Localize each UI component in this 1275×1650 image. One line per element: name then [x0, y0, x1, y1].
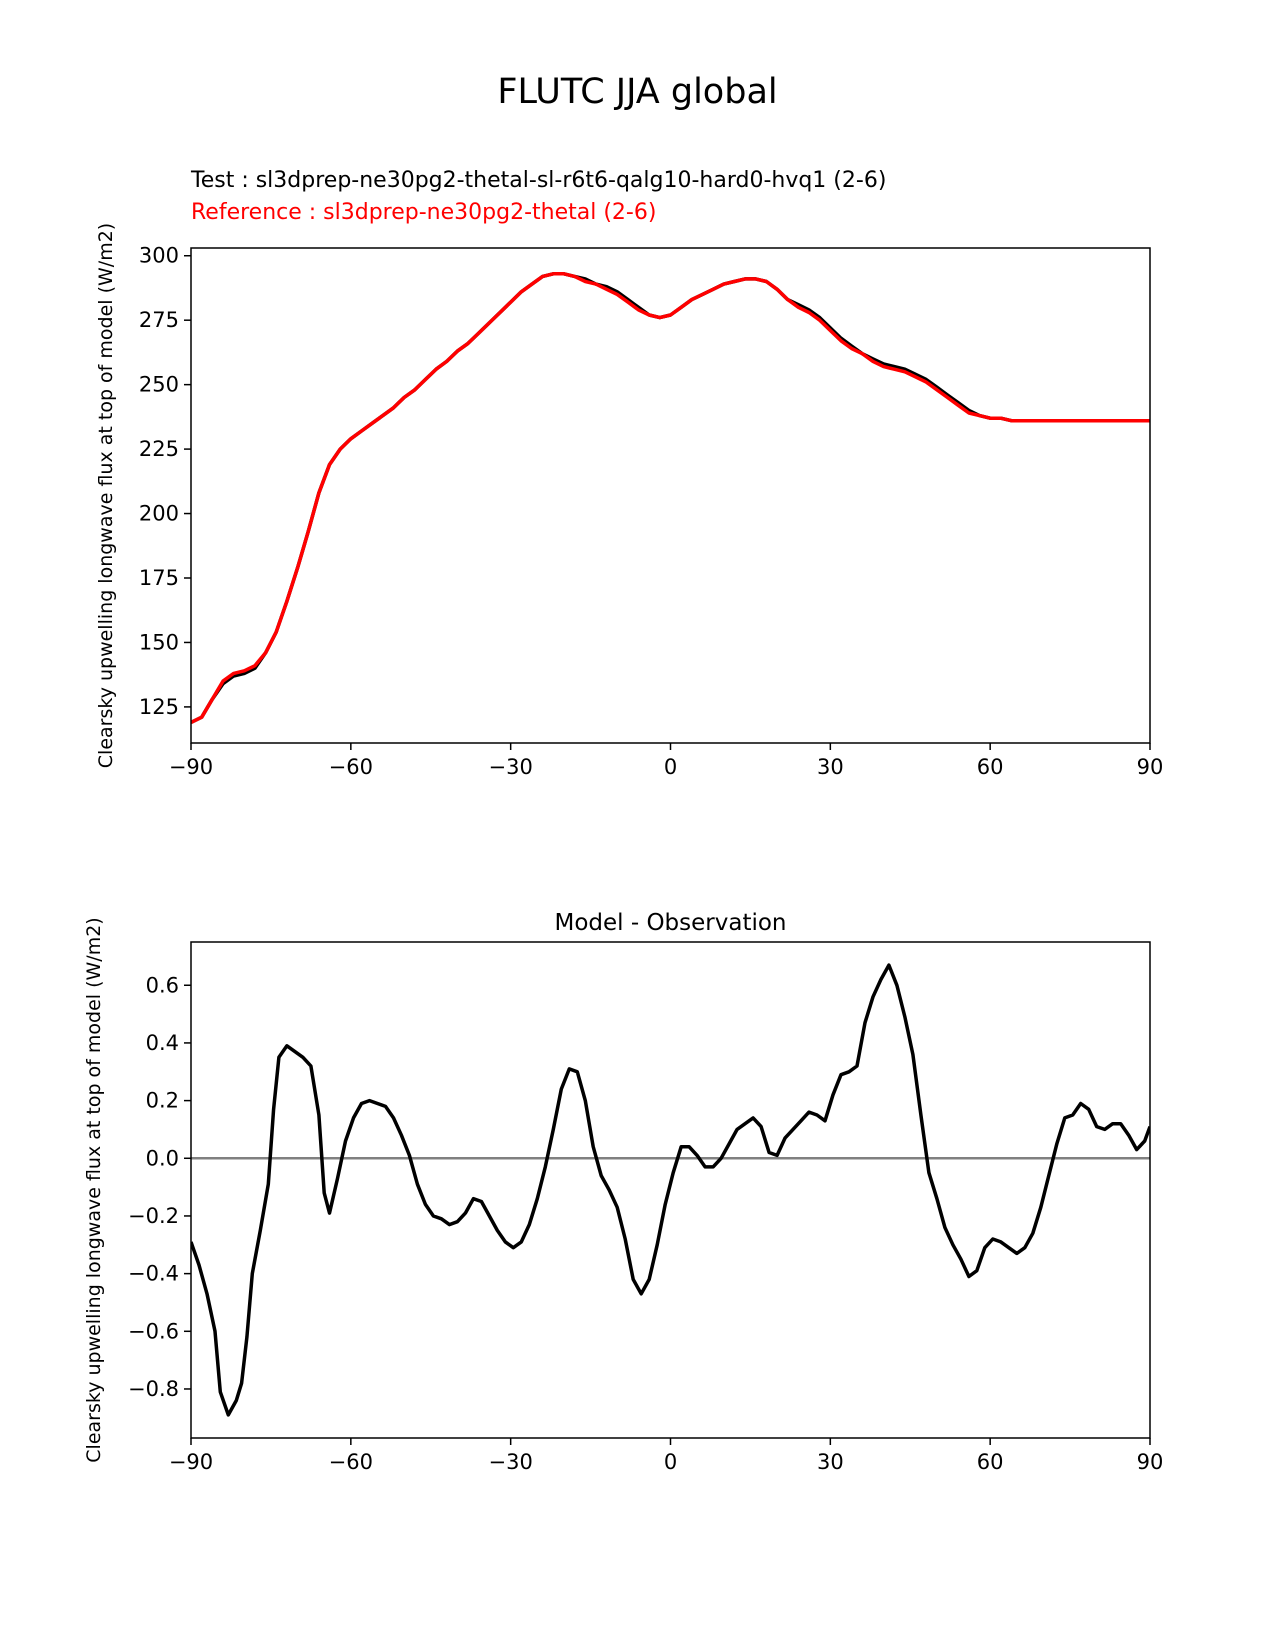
x-tick-label: −90 [169, 755, 213, 779]
series-line-1 [191, 272, 1150, 724]
y-tick-label: 0.2 [146, 1089, 179, 1113]
series-line-1 [191, 963, 1150, 1417]
x-tick-label: 60 [977, 1450, 1004, 1474]
y-tick-label: 275 [139, 308, 179, 332]
x-tick-label: 60 [977, 755, 1004, 779]
x-tick-label: −30 [489, 1450, 533, 1474]
test-legend-label: Test : sl3dprep-ne30pg2-thetal-sl-r6t6-q… [191, 168, 887, 193]
y-tick-label: 125 [139, 695, 179, 719]
chart-panel-2: −90 −60 −30 0 30 60 90 −0.8 −0.6 −0.4 −0.2 0.0 0.2 0.… [83, 910, 1163, 1474]
x-tick-label: −30 [489, 755, 533, 779]
y-tick-label: 250 [139, 373, 179, 397]
plot-frame [190, 247, 1151, 744]
y-tick-label: −0.2 [128, 1204, 179, 1228]
x-tick-label: −60 [329, 1450, 373, 1474]
y-axis-label: Clearsky upwelling longwave flux at top … [83, 917, 105, 1462]
y-tick-label: 300 [139, 244, 179, 268]
y-tick-label: 0.4 [146, 1031, 179, 1055]
y-tick-label: −0.6 [128, 1319, 179, 1343]
x-tick-label: −90 [169, 1450, 213, 1474]
reference-legend-label: Reference : sl3dprep-ne30pg2-thetal (2-6… [191, 200, 657, 225]
x-tick-label: 90 [1137, 1450, 1164, 1474]
y-tick-label: −0.8 [128, 1377, 179, 1401]
y-axis-label: Clearsky upwelling longwave flux at top … [95, 223, 117, 768]
x-tick-label: 30 [817, 1450, 844, 1474]
x-tick-label: 90 [1137, 755, 1164, 779]
x-tick-label: −60 [329, 755, 373, 779]
y-tick-label: 0.0 [146, 1146, 179, 1170]
y-tick-label: 0.6 [146, 973, 179, 997]
figure-title: FLUTC JJA global [497, 72, 778, 112]
y-tick-label: 225 [139, 437, 179, 461]
x-tick-label: 30 [817, 755, 844, 779]
x-tick-label: 0 [664, 755, 677, 779]
panel-title: Model - Observation [554, 910, 786, 936]
y-tick-label: −0.4 [128, 1262, 179, 1286]
chart-panel-1: −90 −60 −30 0 30 60 90 125 150 175 200 225 250 275 300… [95, 223, 1163, 779]
series-line-2 [191, 272, 1150, 724]
y-tick-label: 150 [139, 630, 179, 654]
y-tick-label: 200 [139, 502, 179, 526]
y-tick-label: 175 [139, 566, 179, 590]
x-tick-label: 0 [664, 1450, 677, 1474]
